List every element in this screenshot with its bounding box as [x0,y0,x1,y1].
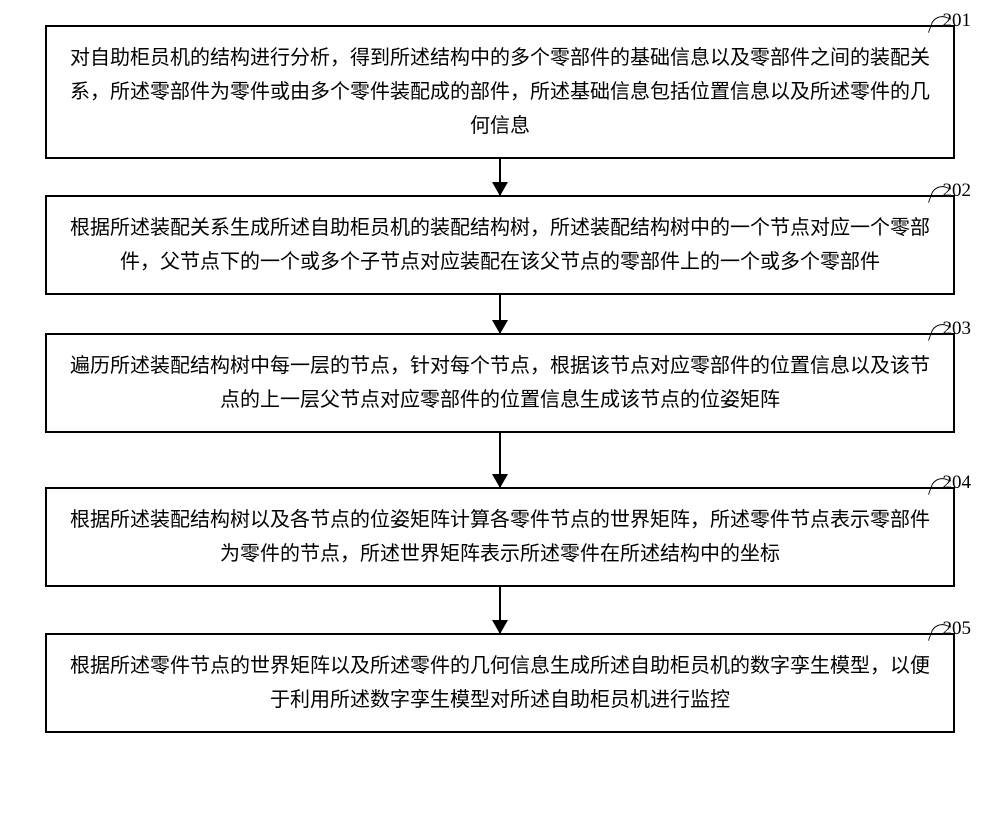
flow-arrow [499,295,501,333]
step-text: 对自助柜员机的结构进行分析，得到所述结构中的多个零部件的基础信息以及零部件之间的… [67,41,933,143]
flowchart-container: 201对自助柜员机的结构进行分析，得到所述结构中的多个零部件的基础信息以及零部件… [40,25,960,733]
flow-step-box: 205根据所述零件节点的世界矩阵以及所述零件的几何信息生成所述自助柜员机的数字孪… [45,633,955,733]
flow-arrow [499,587,501,633]
step-text: 根据所述零件节点的世界矩阵以及所述零件的几何信息生成所述自助柜员机的数字孪生模型… [67,649,933,717]
flow-step-box: 202根据所述装配关系生成所述自助柜员机的装配结构树，所述装配结构树中的一个节点… [45,195,955,295]
step-label: 201 [943,5,972,37]
flow-step-box: 204根据所述装配结构树以及各节点的位姿矩阵计算各零件节点的世界矩阵，所述零件节… [45,487,955,587]
flow-step-box: 203遍历所述装配结构树中每一层的节点，针对每个节点，根据该节点对应零部件的位置… [45,333,955,433]
step-label: 202 [943,175,972,207]
step-label: 205 [943,613,972,645]
flow-arrow [499,159,501,195]
step-text: 根据所述装配关系生成所述自助柜员机的装配结构树，所述装配结构树中的一个节点对应一… [67,211,933,279]
step-text: 遍历所述装配结构树中每一层的节点，针对每个节点，根据该节点对应零部件的位置信息以… [67,349,933,417]
step-label: 203 [943,313,972,345]
step-label: 204 [943,467,972,499]
flow-step-box: 201对自助柜员机的结构进行分析，得到所述结构中的多个零部件的基础信息以及零部件… [45,25,955,159]
step-text: 根据所述装配结构树以及各节点的位姿矩阵计算各零件节点的世界矩阵，所述零件节点表示… [67,503,933,571]
flow-arrow [499,433,501,487]
